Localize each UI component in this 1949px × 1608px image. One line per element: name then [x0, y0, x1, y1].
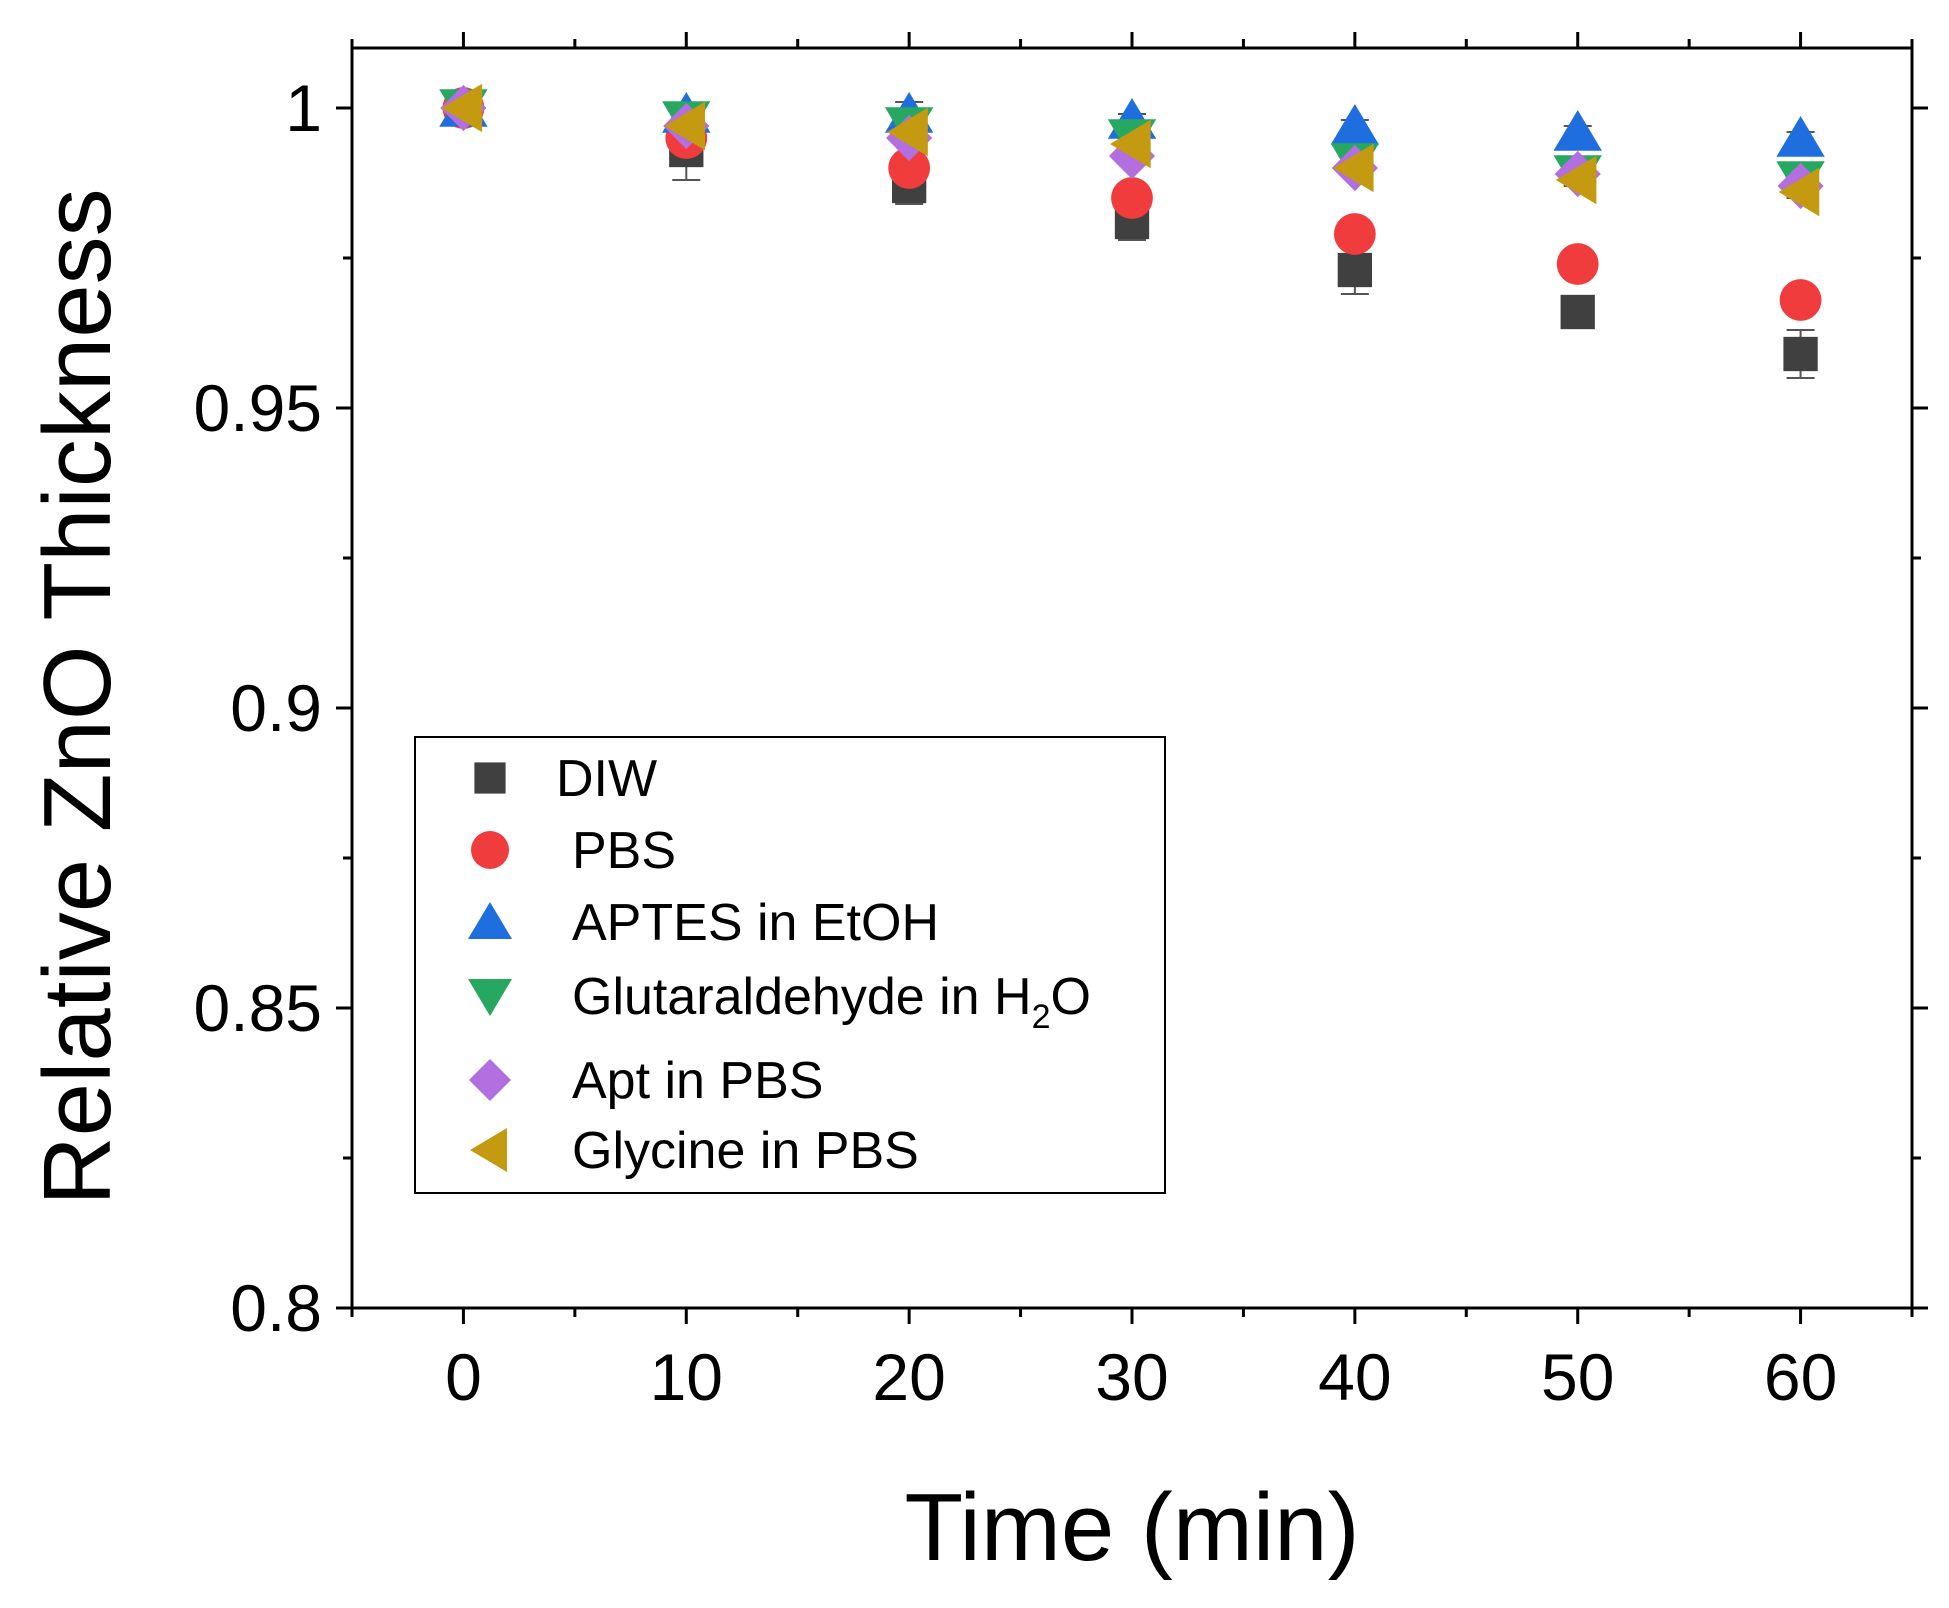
point-aptes-in-etoh — [1330, 104, 1380, 145]
x-tick-label: 60 — [1764, 1340, 1837, 1414]
point-glycine-in-pbs — [1332, 143, 1374, 193]
legend-marker-aptes-in-etoh — [468, 902, 512, 939]
point-pbs — [1111, 177, 1153, 219]
legend-marker-diw — [474, 762, 506, 794]
x-tick-label: 50 — [1541, 1340, 1614, 1414]
x-tick-label: 0 — [445, 1340, 482, 1414]
legend-label-diw: DIW — [556, 750, 657, 808]
axis-ticks — [336, 32, 1928, 1324]
legend-label-glycine-in-pbs: Glycine in PBS — [572, 1122, 919, 1180]
point-aptes-in-etoh — [1776, 116, 1825, 157]
point-diw — [1560, 294, 1595, 330]
x-tick-label: 20 — [872, 1340, 945, 1414]
point-diw — [1783, 336, 1818, 372]
legend-label-apt-in-pbs: Apt in PBS — [572, 1052, 823, 1110]
y-axis-title: Relative ZnO Thickness — [24, 188, 131, 1205]
y-tick-label: 0.8 — [230, 1271, 322, 1345]
legend-label-pbs: PBS — [572, 822, 676, 880]
legend-marker-glutaraldehyde-in-h2o — [468, 979, 512, 1016]
legend-marker-glycine-in-pbs — [470, 1128, 507, 1172]
legend: DIW PBS APTES in EtOH Glutaraldehyde in H2O… — [414, 736, 1166, 1194]
x-tick-label: 30 — [1095, 1340, 1168, 1414]
point-glycine-in-pbs — [441, 83, 483, 133]
y-tick-label: 0.85 — [194, 971, 322, 1045]
point-pbs — [1779, 279, 1822, 321]
y-tick-label: 1 — [285, 71, 322, 145]
tick-labels: 0 10 20 30 40 50 60 0.8 0.85 0.9 0.95 1 — [194, 71, 1838, 1414]
point-glycine-in-pbs — [1778, 167, 1820, 217]
y-tick-label: 0.95 — [194, 371, 322, 445]
data-markers — [439, 83, 1825, 372]
point-pbs — [1556, 243, 1599, 285]
point-diw — [1337, 252, 1373, 288]
point-pbs — [1333, 213, 1376, 255]
point-aptes-in-etoh — [1553, 110, 1602, 151]
point-pbs — [888, 147, 931, 189]
point-glycine-in-pbs — [1110, 119, 1151, 169]
x-tick-label: 40 — [1318, 1340, 1391, 1414]
legend-label-aptes-in-etoh: APTES in EtOH — [572, 894, 939, 952]
legend-marker-apt-in-pbs — [469, 1059, 511, 1101]
point-glycine-in-pbs — [887, 107, 928, 157]
x-tick-label: 10 — [650, 1340, 723, 1414]
legend-label-glutaraldehyde-in-h2o: Glutaraldehyde in H2O — [572, 968, 1091, 1036]
legend-box — [414, 736, 1166, 1194]
y-tick-label: 0.9 — [230, 671, 322, 745]
x-axis-title: Time (min) — [904, 1474, 1359, 1581]
legend-marker-pbs — [471, 831, 509, 869]
point-glycine-in-pbs — [1555, 155, 1597, 205]
point-glycine-in-pbs — [664, 101, 705, 151]
